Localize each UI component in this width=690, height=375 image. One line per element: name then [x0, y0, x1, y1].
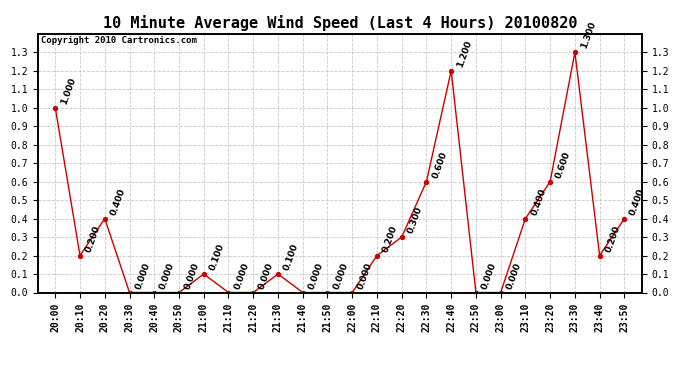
- Text: 0.400: 0.400: [109, 187, 127, 216]
- Text: 0.000: 0.000: [134, 261, 152, 290]
- Text: 0.100: 0.100: [282, 243, 300, 272]
- Text: 0.000: 0.000: [257, 261, 275, 290]
- Text: 1.200: 1.200: [455, 39, 473, 69]
- Text: 0.000: 0.000: [480, 261, 498, 290]
- Text: Copyright 2010 Cartronics.com: Copyright 2010 Cartronics.com: [41, 36, 197, 45]
- Text: 0.000: 0.000: [233, 261, 250, 290]
- Text: 1.300: 1.300: [579, 21, 597, 50]
- Text: 0.600: 0.600: [554, 150, 572, 180]
- Text: 0.000: 0.000: [505, 261, 523, 290]
- Text: 0.200: 0.200: [381, 224, 399, 254]
- Text: 0.300: 0.300: [406, 206, 424, 235]
- Text: 0.100: 0.100: [208, 243, 226, 272]
- Text: 1.000: 1.000: [59, 76, 77, 105]
- Text: 0.200: 0.200: [84, 224, 102, 254]
- Text: 0.000: 0.000: [332, 261, 350, 290]
- Text: 0.400: 0.400: [529, 187, 548, 216]
- Text: 0.000: 0.000: [307, 261, 325, 290]
- Text: 0.200: 0.200: [604, 224, 622, 254]
- Text: 0.000: 0.000: [183, 261, 201, 290]
- Text: 0.400: 0.400: [629, 187, 647, 216]
- Title: 10 Minute Average Wind Speed (Last 4 Hours) 20100820: 10 Minute Average Wind Speed (Last 4 Hou…: [103, 15, 577, 31]
- Text: 0.600: 0.600: [431, 150, 448, 180]
- Text: 0.000: 0.000: [356, 261, 375, 290]
- Text: 0.000: 0.000: [159, 261, 177, 290]
